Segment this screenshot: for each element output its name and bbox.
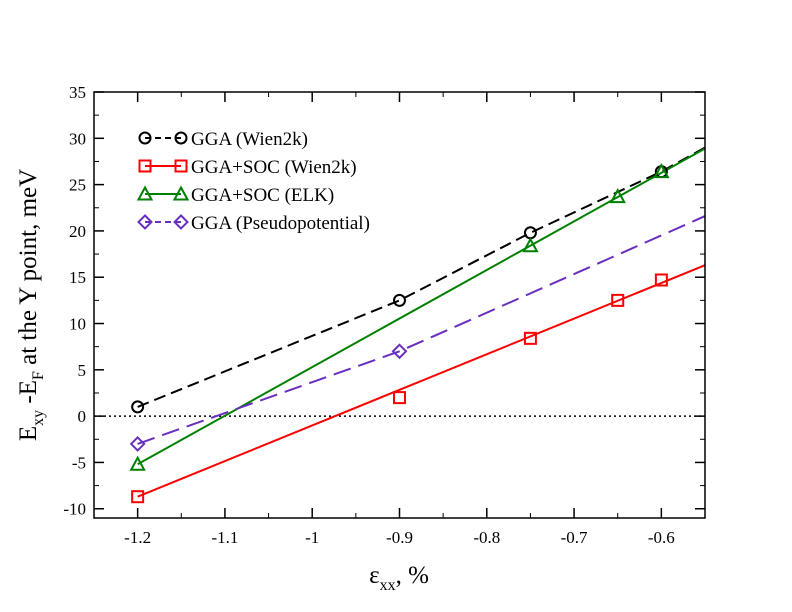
legend: GGA (Wien2k) GGA+SOC (Wien2k) GGA+SOC (ELK…	[136, 129, 370, 234]
y-axis-label: Exy -EF at the Y point, meV	[15, 169, 47, 441]
legend-marker-3	[136, 185, 154, 201]
legend-label-2: GGA+SOC (Wien2k)	[191, 157, 357, 178]
y-tick-label: 5	[78, 361, 87, 380]
y-tick-label: 15	[69, 268, 86, 287]
series-line-2	[137, 264, 706, 498]
y-tick-label: 0	[78, 407, 87, 426]
series-3-point	[653, 163, 670, 179]
x-tick-label: -0.7	[561, 528, 588, 547]
y-tick-label: 20	[69, 222, 86, 241]
x-tick-label: -1.1	[211, 528, 238, 547]
series-3-point	[522, 237, 539, 253]
series-2-point	[131, 490, 145, 504]
y-tick-label: 10	[69, 315, 86, 334]
series-line-3	[137, 147, 706, 466]
series-4-point	[129, 435, 146, 452]
y-tick-label: 35	[69, 83, 86, 102]
legend-label-1: GGA (Wien2k)	[191, 129, 308, 150]
series-2-point	[393, 391, 406, 405]
legend-marker-2	[138, 159, 152, 173]
legend-marker-2	[174, 159, 188, 173]
series-3-point	[129, 455, 146, 471]
legend-label-3: GGA+SOC (ELK)	[191, 185, 334, 206]
series-4-point	[391, 343, 408, 360]
series-1-point	[131, 400, 145, 414]
legend-marker-4	[137, 214, 153, 230]
legend-marker-3	[172, 185, 190, 201]
y-tick-label: 30	[69, 129, 86, 148]
x-tick-label: -0.9	[386, 528, 413, 547]
y-tick-label: 25	[69, 176, 86, 195]
series-1-point	[393, 293, 406, 307]
legend-marker-1	[138, 131, 152, 145]
y-tick-label: -5	[72, 453, 86, 472]
series-2-point	[654, 273, 668, 287]
x-tick-label: -1	[305, 528, 319, 547]
x-tick-label: -1.2	[124, 528, 151, 547]
x-tick-label: -0.8	[473, 528, 500, 547]
legend-marker-1	[174, 131, 188, 145]
series-line-1	[137, 146, 706, 408]
x-axis-label: εxx, %	[369, 562, 429, 594]
legend-label-4: GGA (Pseudopotential)	[191, 213, 370, 234]
series-3-point	[609, 188, 626, 204]
legend-marker-4	[173, 214, 189, 230]
series-line-4	[137, 215, 706, 445]
y-tick-label: -10	[63, 500, 86, 519]
series-2-point	[523, 331, 537, 345]
x-tick-label: -0.6	[648, 528, 675, 547]
series-2-point	[611, 293, 625, 307]
